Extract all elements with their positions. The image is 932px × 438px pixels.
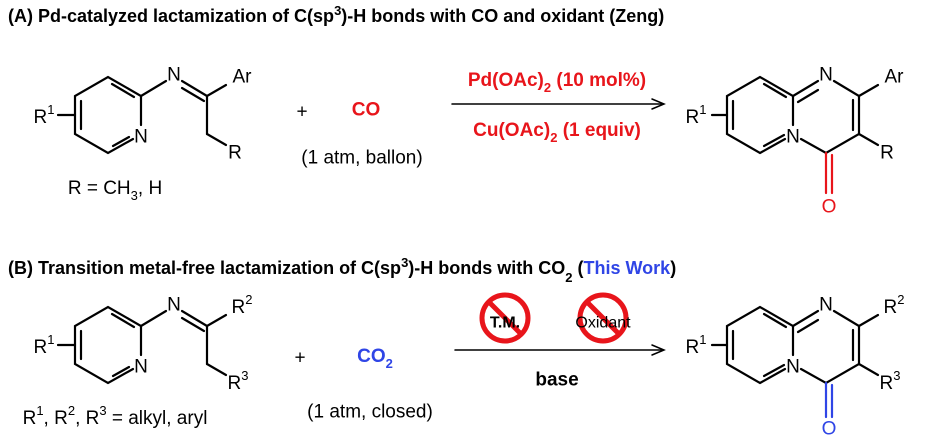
label: R3 <box>228 368 249 394</box>
label: O <box>822 419 837 438</box>
label: R <box>228 143 242 164</box>
product-a: O R1 N N Ar R <box>686 65 905 218</box>
arrow-head <box>651 98 666 110</box>
product-b: O R1 N N R2 R3 <box>686 292 905 438</box>
note: R1, R2, R3 = alkyl, aryl <box>23 403 208 429</box>
label: N <box>134 127 148 148</box>
label: N <box>819 65 833 86</box>
reagent: CO2 <box>357 346 393 372</box>
svg-text:T.M.: T.M. <box>490 315 520 332</box>
svg-text:Oxidant: Oxidant <box>575 315 631 332</box>
label: N <box>134 357 148 378</box>
title-b: (B) Transition metal-free lactamization … <box>8 255 676 285</box>
no-metal-sign: T.M. <box>479 292 531 344</box>
label: O <box>822 197 837 218</box>
label: R <box>880 143 894 164</box>
label: N <box>786 357 800 378</box>
label: Ar <box>233 67 253 88</box>
note: R = CH3, H <box>68 178 162 204</box>
reagent-note: (1 atm, ballon) <box>301 148 422 169</box>
label: N <box>167 65 181 86</box>
reactant-b: R1 N N R2 R3 <box>34 292 253 394</box>
plus: + <box>294 348 305 369</box>
oxidant: Cu(OAc)2 (1 equiv) <box>473 120 641 146</box>
reagent: CO <box>352 100 381 121</box>
arrow-head <box>651 344 666 356</box>
catalyst: Pd(OAc)2 (10 mol%) <box>468 70 646 96</box>
label: R1 <box>34 102 55 128</box>
reactant-a: R1 N N Ar R <box>34 65 253 164</box>
label: R2 <box>884 292 905 318</box>
reagent-note: (1 atm, closed) <box>307 402 433 423</box>
label: R1 <box>686 332 707 358</box>
title-a: (A) Pd-catalyzed lactamization of C(sp3)… <box>8 3 664 27</box>
label: Ar <box>885 67 905 88</box>
label: R2 <box>232 292 253 318</box>
label: N <box>786 127 800 148</box>
label: R1 <box>686 102 707 128</box>
label: N <box>167 295 181 316</box>
label: N <box>819 295 833 316</box>
label: R3 <box>880 368 901 394</box>
base: base <box>535 370 578 391</box>
no-oxidant-sign: Oxidant <box>575 292 631 344</box>
label: R1 <box>34 332 55 358</box>
plus: + <box>296 102 307 123</box>
